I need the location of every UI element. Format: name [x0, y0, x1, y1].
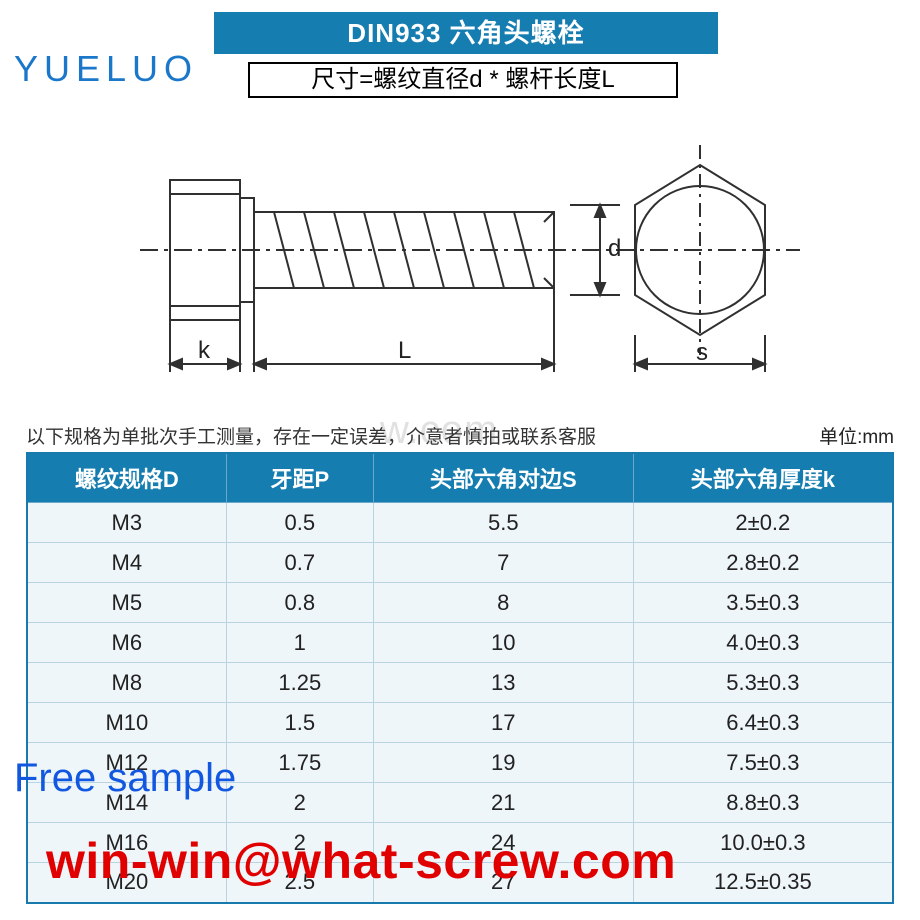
table-cell: 8.8±0.3: [633, 783, 893, 823]
table-cell: 1.5: [226, 703, 373, 743]
col-header-s: 头部六角对边S: [373, 453, 633, 503]
col-header-k: 头部六角厚度k: [633, 453, 893, 503]
table-cell: 7: [373, 543, 633, 583]
table-cell: 7.5±0.3: [633, 743, 893, 783]
table-row: M101.5176.4±0.3: [27, 703, 893, 743]
table-cell: M8: [27, 663, 226, 703]
table-cell: M6: [27, 623, 226, 663]
table-cell: 13: [373, 663, 633, 703]
table-cell: 21: [373, 783, 633, 823]
table-cell: 1.25: [226, 663, 373, 703]
title-bar: DIN933 六角头螺栓: [214, 12, 718, 54]
table-row: M61104.0±0.3: [27, 623, 893, 663]
table-row: M50.883.5±0.3: [27, 583, 893, 623]
table-cell: 1.75: [226, 743, 373, 783]
table-cell: 0.5: [226, 503, 373, 543]
table-cell: 4.0±0.3: [633, 623, 893, 663]
bolt-diagram: k L d s: [100, 120, 820, 390]
table-cell: M5: [27, 583, 226, 623]
table-cell: 2: [226, 783, 373, 823]
table-cell: 1: [226, 623, 373, 663]
col-header-p: 牙距P: [226, 453, 373, 503]
table-row: M81.25135.3±0.3: [27, 663, 893, 703]
dim-label-s: s: [696, 339, 708, 366]
table-cell: 17: [373, 703, 633, 743]
measurement-note: 以下规格为单批次手工测量，存在一定误差，介意者慎拍或联系客服: [26, 427, 596, 448]
size-formula-box: 尺寸=螺纹直径d * 螺杆长度L: [248, 62, 678, 98]
table-cell: 6.4±0.3: [633, 703, 893, 743]
brand-logo: YUELUO: [14, 48, 198, 90]
table-cell: 19: [373, 743, 633, 783]
measurement-note-row: 以下规格为单批次手工测量，存在一定误差，介意者慎拍或联系客服 单位:mm: [26, 422, 894, 449]
table-cell: 10: [373, 623, 633, 663]
table-cell: 2.8±0.2: [633, 543, 893, 583]
table-cell: M10: [27, 703, 226, 743]
table-cell: 0.7: [226, 543, 373, 583]
table-cell: 2±0.2: [633, 503, 893, 543]
table-row: M30.55.52±0.2: [27, 503, 893, 543]
free-sample-overlay: Free sample: [14, 756, 236, 801]
table-cell: M4: [27, 543, 226, 583]
col-header-d: 螺纹规格D: [27, 453, 226, 503]
table-row: M40.772.8±0.2: [27, 543, 893, 583]
table-cell: M3: [27, 503, 226, 543]
table-cell: 0.8: [226, 583, 373, 623]
table-cell: 5.5: [373, 503, 633, 543]
unit-label: 单位:mm: [819, 422, 894, 449]
dim-label-d: d: [608, 235, 621, 262]
table-cell: 3.5±0.3: [633, 583, 893, 623]
table-cell: 8: [373, 583, 633, 623]
table-cell: 5.3±0.3: [633, 663, 893, 703]
dim-label-k: k: [198, 337, 211, 364]
dim-label-L: L: [398, 337, 411, 364]
contact-email-overlay: win-win@what-screw.com: [46, 832, 676, 890]
spec-table-header-row: 螺纹规格D 牙距P 头部六角对边S 头部六角厚度k: [27, 453, 893, 503]
